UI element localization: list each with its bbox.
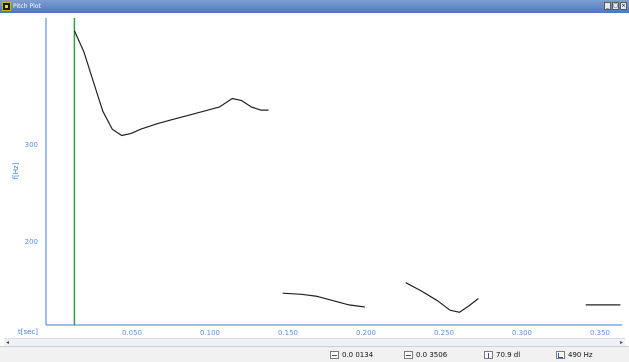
minimize-button[interactable]: _: [604, 2, 611, 10]
plot-background: [0, 13, 629, 338]
x-tick-label: 0.350: [590, 329, 610, 337]
status-position-value: 0.0 3506: [416, 351, 448, 359]
y-tick-label: 200: [25, 238, 38, 246]
y-tick-label: 300: [25, 141, 38, 149]
x-tick-label: 0.100: [200, 329, 220, 337]
x-axis-label: t[sec]: [18, 328, 38, 336]
status-frequency: 490 Hz: [556, 350, 593, 360]
maximize-button[interactable]: □: [612, 2, 619, 10]
pitch-curve-segment: [282, 292, 365, 308]
pitch-curve-segment: [73, 30, 269, 137]
status-bar: 0.0 0134 0.0 3506 70.9 dl 490 Hz: [0, 346, 629, 362]
x-tick-label: 0.050: [122, 329, 142, 337]
status-range-value: 0.0 0134: [342, 351, 374, 359]
x-tick-label: 0.250: [434, 329, 454, 337]
status-position: 0.0 3506: [404, 350, 447, 360]
x-tick-label: 0.200: [356, 329, 376, 337]
scroll-right-icon[interactable]: ▸: [619, 339, 623, 346]
window-controls: _ □ ×: [604, 2, 627, 10]
range-icon: [330, 351, 339, 359]
status-level: 70.9 dl: [484, 350, 520, 360]
status-frequency-value: 490 Hz: [568, 351, 593, 359]
window-titlebar[interactable]: Pitch Plot _ □ ×: [0, 0, 629, 13]
pitch-plot-area[interactable]: f[Hz] 300 200 t[sec] 0.050 0.100 0.150 0…: [0, 13, 629, 338]
frequency-icon: [556, 351, 565, 359]
app-logo-icon: [2, 2, 11, 11]
x-tick-label: 0.150: [278, 329, 298, 337]
position-icon: [404, 351, 413, 359]
pitch-curve-group: [73, 30, 621, 313]
close-button[interactable]: ×: [620, 2, 627, 10]
x-tick-label: 0.300: [512, 329, 532, 337]
pitch-curve-segment: [405, 282, 479, 313]
y-axis-label: f[Hz]: [12, 162, 20, 179]
scroll-left-icon[interactable]: ◂: [5, 339, 9, 346]
level-icon: [484, 351, 493, 359]
status-level-value: 70.9 dl: [496, 351, 521, 359]
window-title: Pitch Plot: [13, 3, 41, 10]
status-range: 0.0 0134: [330, 350, 373, 360]
